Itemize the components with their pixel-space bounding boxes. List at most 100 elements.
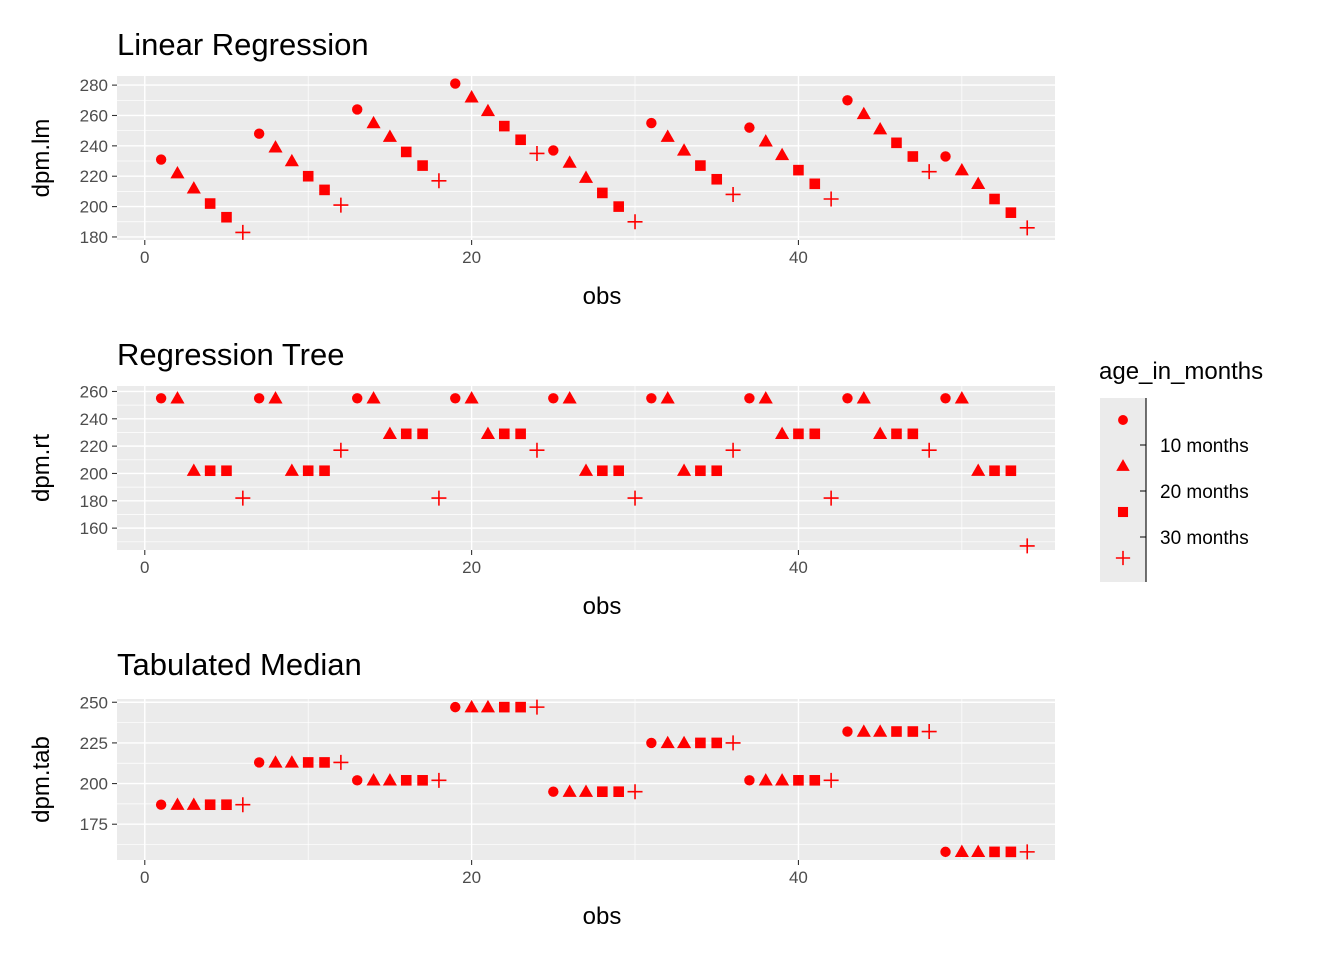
data-point xyxy=(155,154,167,165)
data-point xyxy=(170,391,185,404)
data-point xyxy=(529,145,545,161)
data-point xyxy=(891,726,902,737)
data-point xyxy=(515,701,526,713)
data-point xyxy=(382,129,397,142)
data-point xyxy=(333,442,349,458)
data-point xyxy=(793,428,804,440)
x-tick-label: 40 xyxy=(789,558,808,577)
data-point xyxy=(450,78,461,89)
data-point xyxy=(971,844,986,858)
data-point xyxy=(793,164,804,176)
panel-1: 0 20 40 180 200 220 240 260 280 Linear Regression… xyxy=(28,27,1055,310)
data-point xyxy=(1005,207,1017,218)
data-point xyxy=(366,773,381,786)
panel-2: 0 20 40 160 180 200 220 240 260 Regression Tree ob… xyxy=(28,337,1055,620)
data-point xyxy=(319,184,330,196)
data-point xyxy=(284,153,299,167)
data-point xyxy=(695,465,706,477)
data-point xyxy=(1019,844,1035,860)
x-tick-label: 0 xyxy=(140,868,149,887)
data-point xyxy=(464,391,479,404)
data-point xyxy=(366,391,381,404)
data-point xyxy=(676,143,692,156)
data-point xyxy=(480,699,496,713)
x-axis-label: obs xyxy=(583,903,622,930)
data-point xyxy=(204,465,216,477)
x-tick-label: 40 xyxy=(789,248,808,267)
data-point xyxy=(529,699,545,715)
data-point xyxy=(450,701,461,713)
data-point xyxy=(873,426,888,440)
x-tick-label: 20 xyxy=(462,868,481,887)
data-point xyxy=(954,162,969,176)
data-point xyxy=(302,465,314,477)
data-point xyxy=(464,90,479,103)
data-point xyxy=(921,442,937,458)
data-point xyxy=(562,784,577,797)
data-point xyxy=(548,145,559,156)
data-point xyxy=(613,465,624,477)
data-point xyxy=(695,160,706,171)
data-point xyxy=(268,140,283,153)
data-point xyxy=(400,775,412,786)
data-point xyxy=(578,463,594,476)
data-point xyxy=(515,134,526,146)
data-points xyxy=(155,391,1035,554)
x-tick-label: 40 xyxy=(789,868,808,887)
data-point xyxy=(725,442,741,458)
data-point xyxy=(711,465,723,477)
data-point xyxy=(562,155,577,168)
data-point xyxy=(548,786,559,797)
data-point xyxy=(204,198,216,209)
panel-title: Tabulated Median xyxy=(117,647,362,682)
data-point xyxy=(823,772,839,788)
data-point xyxy=(431,490,447,506)
data-point xyxy=(235,224,251,240)
data-point xyxy=(921,724,937,740)
y-tick-label: 200 xyxy=(80,198,108,217)
data-point xyxy=(775,147,790,161)
data-point xyxy=(319,757,330,768)
data-point xyxy=(235,490,251,506)
data-point xyxy=(989,846,1000,858)
data-point xyxy=(646,737,657,749)
legend-key-triangle xyxy=(1116,459,1130,471)
data-point xyxy=(498,701,510,713)
data-point xyxy=(891,137,902,149)
data-point xyxy=(333,754,349,770)
data-point xyxy=(417,775,428,786)
data-point xyxy=(431,772,447,788)
data-point xyxy=(417,428,428,440)
data-point xyxy=(695,737,706,749)
data-point xyxy=(646,117,657,129)
data-point xyxy=(758,391,773,404)
data-point xyxy=(809,775,821,786)
data-point xyxy=(842,726,853,737)
y-axis-label: dpm.rt xyxy=(28,434,55,502)
data-point xyxy=(660,129,675,142)
data-point xyxy=(498,428,510,440)
data-point xyxy=(480,103,496,117)
data-point xyxy=(382,773,397,786)
data-point xyxy=(627,784,643,800)
data-point xyxy=(155,799,167,810)
data-point xyxy=(186,181,201,194)
y-tick-label: 260 xyxy=(80,106,108,125)
y-axis-label: dpm.lm xyxy=(28,119,55,198)
data-point xyxy=(940,846,951,858)
y-axis-label: dpm.tab xyxy=(28,736,55,823)
legend-title: age_in_months xyxy=(1099,358,1263,385)
data-point xyxy=(842,393,853,404)
data-point xyxy=(302,757,314,768)
x-tick-label: 0 xyxy=(140,558,149,577)
data-point xyxy=(954,844,969,858)
y-tick-label: 200 xyxy=(80,464,108,483)
data-point xyxy=(676,735,692,749)
data-point xyxy=(873,121,888,135)
data-point xyxy=(204,799,216,811)
data-point xyxy=(268,391,283,404)
data-point xyxy=(711,737,723,749)
data-point xyxy=(793,775,804,786)
y-tick-label: 240 xyxy=(80,410,108,429)
